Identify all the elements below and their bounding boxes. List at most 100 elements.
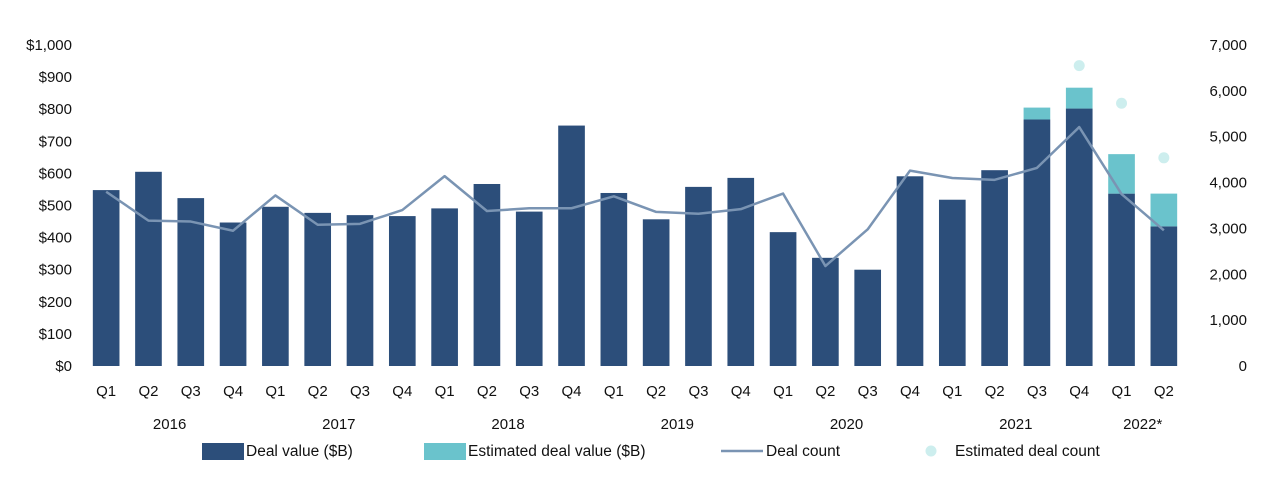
legend-label-deal-count: Deal count [766, 443, 841, 460]
bar-deal-value [642, 219, 670, 366]
right-tick-label: 1,000 [1209, 312, 1247, 329]
right-tick-label: 3,000 [1209, 220, 1247, 237]
left-tick-label: $300 [39, 262, 72, 279]
year-label: 2016 [153, 416, 186, 433]
bar-deal-value [981, 170, 1008, 366]
right-axis: 0 1,000 2,000 3,000 4,000 5,000 6,000 7,000 [1209, 37, 1247, 375]
x-tick-label: Q3 [181, 383, 201, 400]
x-tick-label: Q1 [1112, 383, 1132, 400]
estimated-deal-count-dot [1116, 97, 1128, 109]
left-tick-label: $400 [39, 230, 72, 247]
left-tick-label: $800 [39, 101, 72, 118]
legend-swatch-estimated-deal-value [424, 443, 466, 460]
bars-layer [92, 87, 1178, 367]
legend-label-deal-value: Deal value ($B) [246, 443, 353, 460]
bar-deal-value [177, 198, 205, 366]
bar-deal-value [1023, 119, 1051, 366]
deal-count-line [105, 125, 1165, 268]
left-axis: $0 $100 $200 $300 $400 $500 $600 $700 $800 $900 $1… [26, 37, 72, 375]
x-tick-label: Q3 [688, 383, 708, 400]
legend-label-estimated-deal-count: Estimated deal count [955, 443, 1100, 460]
bar-deal-value [558, 125, 585, 366]
dots-layer [1073, 60, 1170, 164]
left-tick-label: $600 [39, 165, 72, 182]
bar-deal-value [473, 183, 501, 366]
x-tick-label: Q3 [858, 383, 878, 400]
year-label: 2022* [1123, 416, 1162, 433]
year-label: 2020 [830, 416, 863, 433]
year-label: 2018 [491, 416, 524, 433]
estimated-deal-count-dot [1073, 60, 1085, 72]
x-tick-label: Q1 [942, 383, 962, 400]
bar-estimated-deal-value [1023, 107, 1051, 120]
x-tick-label: Q2 [815, 383, 835, 400]
bar-estimated-deal-value [1065, 87, 1093, 109]
x-tick-label: Q2 [985, 383, 1005, 400]
x-tick-label: Q4 [1069, 383, 1089, 400]
bar-estimated-deal-value [1150, 193, 1178, 227]
x-tick-label: Q4 [223, 383, 243, 400]
legend-label-estimated-deal-value: Estimated deal value ($B) [468, 443, 645, 460]
bar-deal-value [431, 208, 458, 366]
bar-deal-value [854, 269, 882, 366]
x-tick-label: Q4 [900, 383, 920, 400]
bar-deal-value [685, 186, 712, 366]
left-tick-label: $1,000 [26, 37, 72, 54]
bar-estimated-deal-value [1108, 154, 1135, 194]
right-tick-label: 4,000 [1209, 175, 1247, 192]
bar-deal-value [1065, 108, 1093, 367]
bar-deal-value [1150, 226, 1178, 366]
x-tick-label: Q2 [1154, 383, 1174, 400]
x-tick-label: Q3 [350, 383, 370, 400]
year-label: 2019 [661, 416, 694, 433]
x-tick-label: Q2 [138, 383, 158, 400]
bar-deal-value [388, 216, 416, 366]
bar-deal-value [769, 232, 797, 366]
left-tick-label: $700 [39, 133, 72, 150]
right-tick-label: 0 [1239, 358, 1247, 375]
right-tick-label: 5,000 [1209, 129, 1247, 146]
x-tick-label: Q1 [604, 383, 624, 400]
x-tick-label: Q2 [646, 383, 666, 400]
line-layer [105, 125, 1165, 268]
left-tick-label: $0 [55, 358, 72, 375]
legend-swatch-estimated-deal-count [925, 445, 937, 457]
right-tick-label: 6,000 [1209, 83, 1247, 100]
x-tick-label: Q4 [392, 383, 412, 400]
x-tick-label: Q1 [96, 383, 116, 400]
x-tick-label: Q3 [519, 383, 539, 400]
x-tick-label: Q2 [477, 383, 497, 400]
bar-deal-value [135, 171, 162, 366]
x-tick-label: Q2 [308, 383, 328, 400]
x-tick-label: Q4 [562, 383, 582, 400]
left-tick-label: $500 [39, 198, 72, 215]
x-axis: Q1 Q2 Q3 Q4 Q1 Q2 Q3 Q4 Q1 Q2 Q3 Q4 Q1 Q2 Q3 Q4 Q1 Q2 Q3 Q4… [96, 383, 1174, 433]
legend: Deal value ($B) Estimated deal value ($B… [202, 443, 1100, 460]
bar-deal-value [1108, 193, 1135, 366]
x-tick-label: Q1 [265, 383, 285, 400]
bar-deal-value [219, 222, 247, 366]
bar-deal-value [92, 190, 120, 366]
right-tick-label: 2,000 [1209, 266, 1247, 283]
x-tick-label: Q4 [731, 383, 751, 400]
x-tick-label: Q1 [435, 383, 455, 400]
bar-deal-value [262, 206, 289, 366]
bar-deal-value [600, 192, 628, 366]
bar-deal-value [896, 176, 924, 366]
bar-deal-value [515, 211, 543, 366]
right-tick-label: 7,000 [1209, 37, 1247, 54]
left-tick-label: $900 [39, 69, 72, 86]
bar-deal-value [346, 215, 374, 366]
year-label: 2021 [999, 416, 1032, 433]
estimated-deal-count-dot [1158, 152, 1170, 164]
legend-swatch-deal-value [202, 443, 244, 460]
left-tick-label: $100 [39, 326, 72, 343]
bar-deal-value [304, 212, 332, 366]
bar-deal-value [938, 199, 966, 366]
year-label: 2017 [322, 416, 355, 433]
left-tick-label: $200 [39, 294, 72, 311]
x-tick-label: Q3 [1027, 383, 1047, 400]
x-tick-label: Q1 [773, 383, 793, 400]
